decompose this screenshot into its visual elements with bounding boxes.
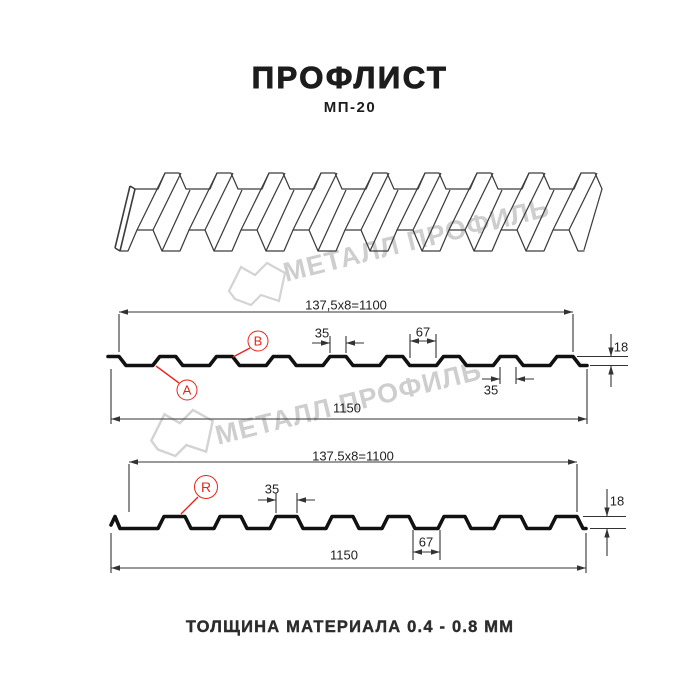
- dim-label-height-top: 18: [613, 339, 629, 355]
- page-title: ПРОФЛИСТ: [251, 60, 449, 96]
- dim-label-height-bottom: 18: [609, 493, 625, 509]
- dim-label-underside-top: 35: [483, 382, 499, 398]
- marker-side-b: B: [247, 330, 269, 352]
- dim-label-pitch-bottom: 137.5x8=1100: [312, 448, 394, 464]
- dim-label-crest-top: 35: [314, 325, 330, 341]
- dim-label-overall-bottom: 1150: [330, 547, 358, 563]
- page-subtitle: МП-20: [323, 99, 377, 116]
- dim-label-overall-top: 1150: [333, 400, 361, 416]
- dim-label-valley-bottom: 67: [418, 534, 434, 550]
- dim-label-valley-top: 67: [415, 324, 431, 340]
- marker-side-r: R: [194, 475, 218, 499]
- material-thickness-note: ТОЛЩИНА МАТЕРИАЛА 0.4 - 0.8 ММ: [185, 618, 515, 636]
- marker-side-a: A: [176, 379, 198, 401]
- dim-label-crest-bottom: 35: [264, 481, 280, 497]
- metall-profil-logo-icon: [227, 261, 287, 307]
- dim-label-pitch-top: 137,5x8=1100: [305, 297, 387, 313]
